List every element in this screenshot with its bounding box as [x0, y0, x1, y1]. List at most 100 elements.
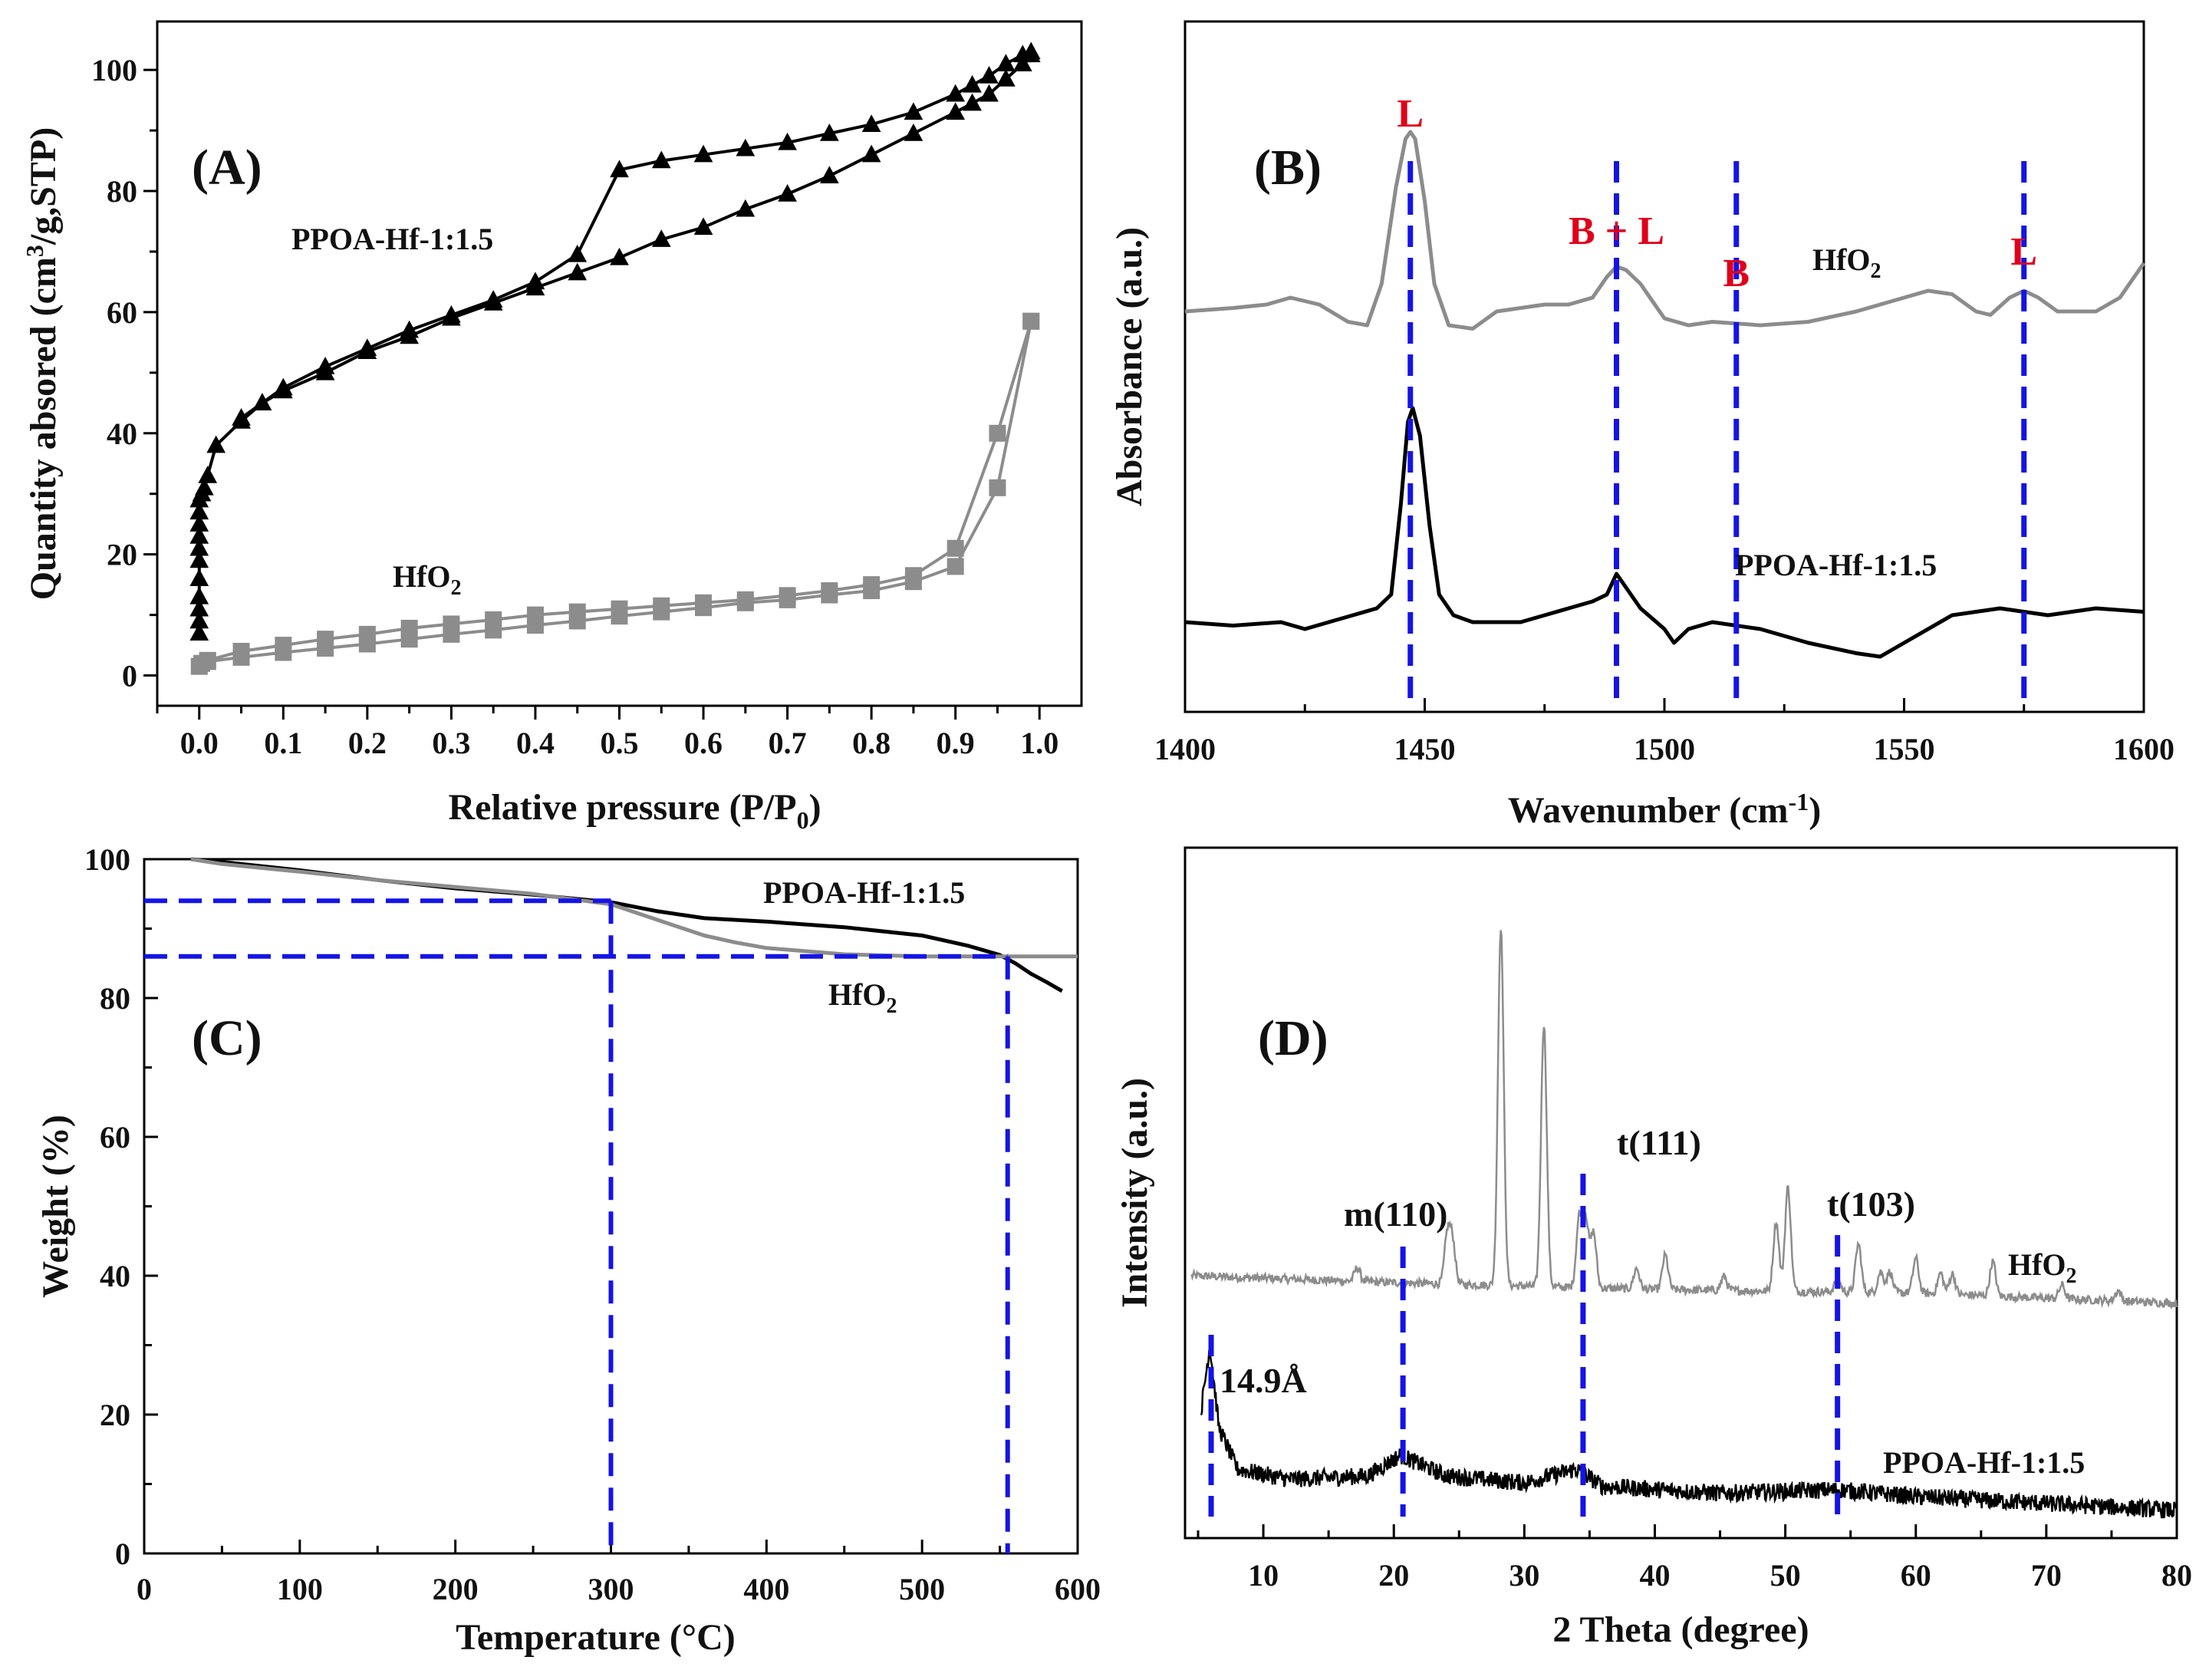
panel-label-c: (C) — [192, 1010, 262, 1066]
data-point-triangle — [610, 160, 629, 178]
x-axis-title-end: ) — [809, 787, 821, 828]
series-label-hfo2-sub: 2 — [887, 994, 897, 1018]
data-point-triangle — [525, 272, 545, 290]
data-point-square — [989, 424, 1006, 442]
data-point-triangle — [189, 502, 209, 520]
data-point-triangle — [189, 550, 209, 568]
data-point-triangle — [778, 183, 797, 202]
data-point-square — [695, 594, 713, 611]
x-axis-title: 2 Theta (degree) — [1552, 1609, 1809, 1650]
data-point-triangle — [189, 611, 209, 629]
x-tick-label: 500 — [899, 1572, 945, 1606]
x-tick-label: 20 — [1378, 1558, 1409, 1593]
x-tick-label: 50 — [1770, 1558, 1801, 1593]
x-axis-title: Temperature (°C) — [456, 1617, 735, 1658]
x-tick-label: 0.8 — [852, 726, 891, 760]
data-point-triangle — [820, 124, 839, 141]
data-point-triangle — [778, 132, 797, 150]
series-label-ppoa-hf: PPOA-Hf-1:1.5 — [291, 222, 493, 256]
series-label-hfo2: HfO2 — [2008, 1247, 2077, 1288]
x-tick-label: 200 — [433, 1572, 479, 1606]
data-point-triangle — [189, 623, 209, 641]
data-point-square — [358, 625, 376, 643]
data-point-triangle — [568, 262, 588, 281]
series-label-hfo2-sub: 2 — [451, 576, 462, 600]
data-point-square — [485, 611, 502, 628]
annotation-14-9a: 14.9Å — [1220, 1361, 1307, 1400]
data-point-triangle — [357, 338, 377, 357]
data-point-triangle — [1012, 54, 1032, 72]
data-point-triangle — [273, 377, 293, 396]
x-tick-label: 0.9 — [937, 726, 975, 760]
data-point-triangle — [861, 114, 881, 132]
x-axis-title-sub: 0 — [797, 806, 809, 834]
y-tick-label: 100 — [91, 53, 137, 87]
data-point-triangle — [568, 244, 588, 262]
data-point-triangle — [400, 320, 419, 338]
x-tick-label: 0.2 — [348, 726, 387, 760]
data-point-square — [736, 591, 754, 608]
data-point-triangle — [483, 290, 503, 308]
x-tick-label: 0 — [137, 1572, 152, 1606]
x-tick-label: 1600 — [2113, 732, 2174, 766]
data-point-triangle — [963, 74, 982, 93]
series-ppoa-hf-line — [1200, 1347, 2178, 1519]
data-point-square — [821, 582, 838, 600]
panel-a-isotherm-chart: 0.0 0.1 0.2 0.3 0.4 0.5 0.6 0.7 0.8 0.9 1.00204060… — [21, 20, 1083, 834]
data-point-square — [863, 576, 881, 594]
data-point-triangle — [189, 538, 209, 556]
data-point-triangle — [736, 199, 756, 217]
series-label-ppoa-hf-main: PPOA-Hf-1:1.5 — [1735, 548, 1937, 582]
x-tick-label: 0.7 — [769, 726, 807, 760]
data-point-triangle — [996, 68, 1016, 87]
data-point-square — [1022, 312, 1040, 330]
series-label-ppoa-hf: PPOA-Hf-1:1.5 — [1883, 1445, 2085, 1480]
data-point-triangle — [206, 435, 226, 453]
panel-label-b: (B) — [1254, 140, 1322, 196]
panel-label-a: (A) — [192, 140, 262, 196]
series-label-ppoa-hf-main: PPOA-Hf-1:1.5 — [763, 875, 965, 910]
y-tick-label: 0 — [122, 659, 137, 693]
series-ppoa-hf — [189, 41, 1041, 641]
data-point-triangle — [946, 84, 966, 102]
band-label-b: B — [1723, 252, 1750, 295]
panel-d-xrd-chart: 10 20 30 40 50 60 70 80 2 Theta (degree) Intensit… — [1114, 846, 2192, 1650]
x-tick-label: 1500 — [1634, 732, 1695, 766]
data-point-square — [946, 539, 964, 557]
data-point-square — [400, 619, 418, 637]
y-tick-label: 0 — [115, 1537, 130, 1571]
data-point-triangle — [252, 393, 272, 411]
series-hfo2-line — [1190, 930, 2178, 1310]
series-ppoa-hf-line — [1184, 406, 2145, 659]
data-point-triangle — [315, 356, 335, 374]
y-axis-title: Weight (%) — [35, 1115, 76, 1298]
x-tick-label: 0.6 — [684, 726, 723, 760]
data-point-square — [904, 567, 922, 585]
data-point-triangle — [198, 466, 218, 483]
data-point-triangle — [651, 229, 671, 247]
data-point-square — [275, 637, 292, 654]
y-tick-label: 20 — [107, 538, 137, 572]
data-point-triangle — [189, 586, 209, 604]
x-tick-label: 1400 — [1154, 732, 1216, 766]
y-tick-label: 80 — [107, 174, 137, 209]
annotation-m110: m(110) — [1344, 1194, 1447, 1234]
data-point-triangle — [861, 144, 881, 163]
data-point-triangle — [996, 54, 1016, 72]
data-point-triangle — [232, 408, 251, 426]
x-tick-label: 70 — [2031, 1558, 2062, 1593]
series-hfo2 — [190, 312, 1040, 675]
x-tick-label: 600 — [1055, 1572, 1101, 1606]
y-axis-title: Intensity (a.u.) — [1114, 1078, 1155, 1308]
x-tick-label: 100 — [277, 1572, 323, 1606]
y-tick-label: 20 — [100, 1398, 130, 1432]
data-point-square — [611, 600, 628, 618]
annotation-t111: t(111) — [1617, 1123, 1701, 1162]
data-point-triangle — [651, 150, 671, 169]
x-tick-label: 10 — [1248, 1558, 1279, 1593]
data-point-triangle — [189, 514, 209, 532]
series-label-hfo2: HfO2 — [393, 559, 462, 600]
series-label-hfo2-sub: 2 — [2066, 1264, 2077, 1288]
x-tick-label: 1550 — [1874, 732, 1935, 766]
